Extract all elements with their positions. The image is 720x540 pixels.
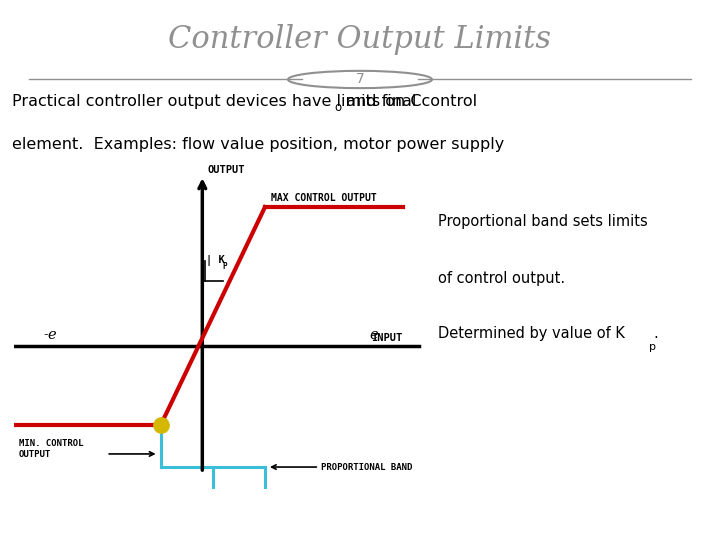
Text: INPUT: INPUT	[372, 333, 402, 343]
Text: MAX CONTROL OUTPUT: MAX CONTROL OUTPUT	[271, 193, 377, 203]
Text: o: o	[334, 101, 341, 114]
Text: Practical controller output devices have limits on C: Practical controller output devices have…	[12, 94, 421, 109]
Text: .: .	[654, 326, 659, 341]
Text: of control output.: of control output.	[438, 271, 565, 286]
Text: P: P	[222, 261, 227, 271]
Text: p: p	[649, 342, 657, 352]
Text: | K: | K	[206, 255, 225, 266]
Text: element.  Examples: flow value position, motor power supply: element. Examples: flow value position, …	[12, 137, 504, 152]
Text: Controller Output Limits: Controller Output Limits	[168, 24, 552, 55]
Text: OUTPUT: OUTPUT	[207, 165, 245, 174]
Text: lesson9et438a.pptx: lesson9et438a.pptx	[9, 520, 126, 533]
Text: -e: -e	[44, 328, 58, 342]
Text: PROPORTIONAL BAND: PROPORTIONAL BAND	[321, 463, 413, 471]
Text: and final control: and final control	[341, 94, 477, 109]
Text: 7: 7	[356, 72, 364, 86]
Text: e: e	[369, 328, 378, 342]
Text: MIN. CONTROL
OUTPUT: MIN. CONTROL OUTPUT	[19, 439, 83, 460]
Text: Proportional band sets limits: Proportional band sets limits	[438, 214, 647, 229]
Text: Determined by value of K: Determined by value of K	[438, 326, 625, 341]
